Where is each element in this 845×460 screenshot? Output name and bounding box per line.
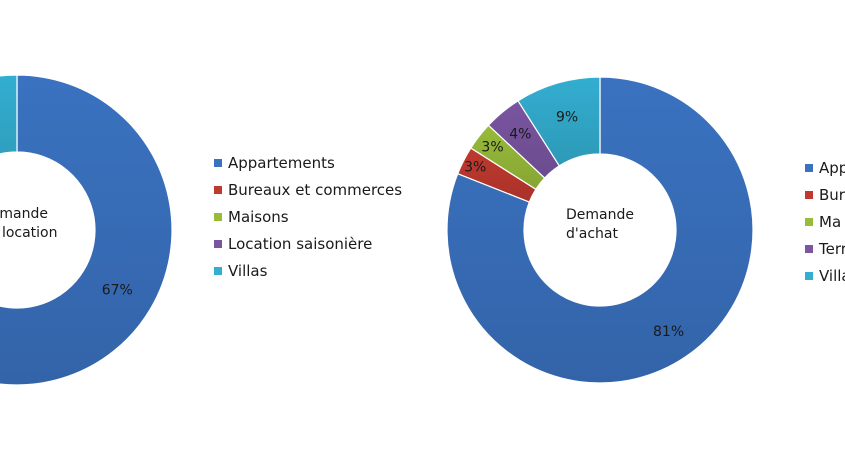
legend-swatch bbox=[805, 217, 813, 226]
chart2-center-label: Demande d'achat bbox=[566, 206, 686, 244]
legend-label: Villas bbox=[228, 261, 268, 280]
legend-item: Maisons bbox=[214, 203, 402, 230]
chart2-data-label: 9% bbox=[556, 110, 578, 126]
legend-swatch bbox=[214, 185, 222, 194]
legend-label: Terr bbox=[819, 239, 845, 258]
chart2-data-label: 3% bbox=[464, 159, 486, 175]
legend-label: Maisons bbox=[228, 207, 289, 226]
legend-swatch bbox=[805, 271, 813, 280]
legend-label: Ma bbox=[819, 212, 842, 231]
legend-item: Location saisonière bbox=[214, 230, 402, 257]
legend-label: Location saisonière bbox=[228, 234, 373, 253]
legend-item: Villas bbox=[214, 257, 402, 284]
chart2-data-label: 3% bbox=[481, 140, 503, 156]
legend-label: Bure bbox=[819, 185, 845, 204]
legend-item: Villa bbox=[805, 262, 845, 289]
legend-item: Appartements bbox=[214, 149, 402, 176]
legend-swatch bbox=[214, 158, 222, 167]
chart2-data-label: 4% bbox=[509, 127, 531, 143]
legend-swatch bbox=[214, 266, 222, 275]
legend-swatch bbox=[805, 190, 813, 199]
chart1-slice-appartements bbox=[0, 74, 173, 386]
chart2-center-line-1: Demande bbox=[566, 207, 634, 223]
legend-swatch bbox=[214, 212, 222, 221]
legend-label: Bureaux et commerces bbox=[228, 180, 403, 199]
legend-item: Bure bbox=[805, 181, 845, 208]
chart1-slice-villas bbox=[0, 74, 18, 155]
legend-label: Appartements bbox=[228, 153, 335, 172]
chart2-slice-appartements bbox=[446, 76, 754, 384]
chart1-center-line-1: Demande bbox=[0, 206, 48, 222]
chart1-center-label: Demande de location bbox=[0, 205, 100, 243]
chart2-center-line-2: d'achat bbox=[566, 226, 618, 242]
legend-item: Bureaux et commerces bbox=[214, 176, 402, 203]
chart2-data-label: 81% bbox=[653, 324, 684, 340]
chart2-slice-villas bbox=[517, 76, 601, 167]
legend-label: App bbox=[819, 158, 845, 177]
legend-item: App bbox=[805, 154, 845, 181]
legend-label: Villa bbox=[819, 266, 845, 285]
chart1-legend: Appartements Bureaux et commerces Maison… bbox=[214, 149, 402, 284]
legend-swatch bbox=[214, 239, 222, 248]
chart1-center-line-2: de location bbox=[0, 225, 58, 241]
chart2-legend: App Bure Ma Terr Villa bbox=[805, 154, 845, 289]
legend-swatch bbox=[805, 244, 813, 253]
legend-item: Terr bbox=[805, 235, 845, 262]
chart1-data-label: 67% bbox=[102, 282, 133, 298]
legend-item: Ma bbox=[805, 208, 845, 235]
legend-swatch bbox=[805, 163, 813, 172]
